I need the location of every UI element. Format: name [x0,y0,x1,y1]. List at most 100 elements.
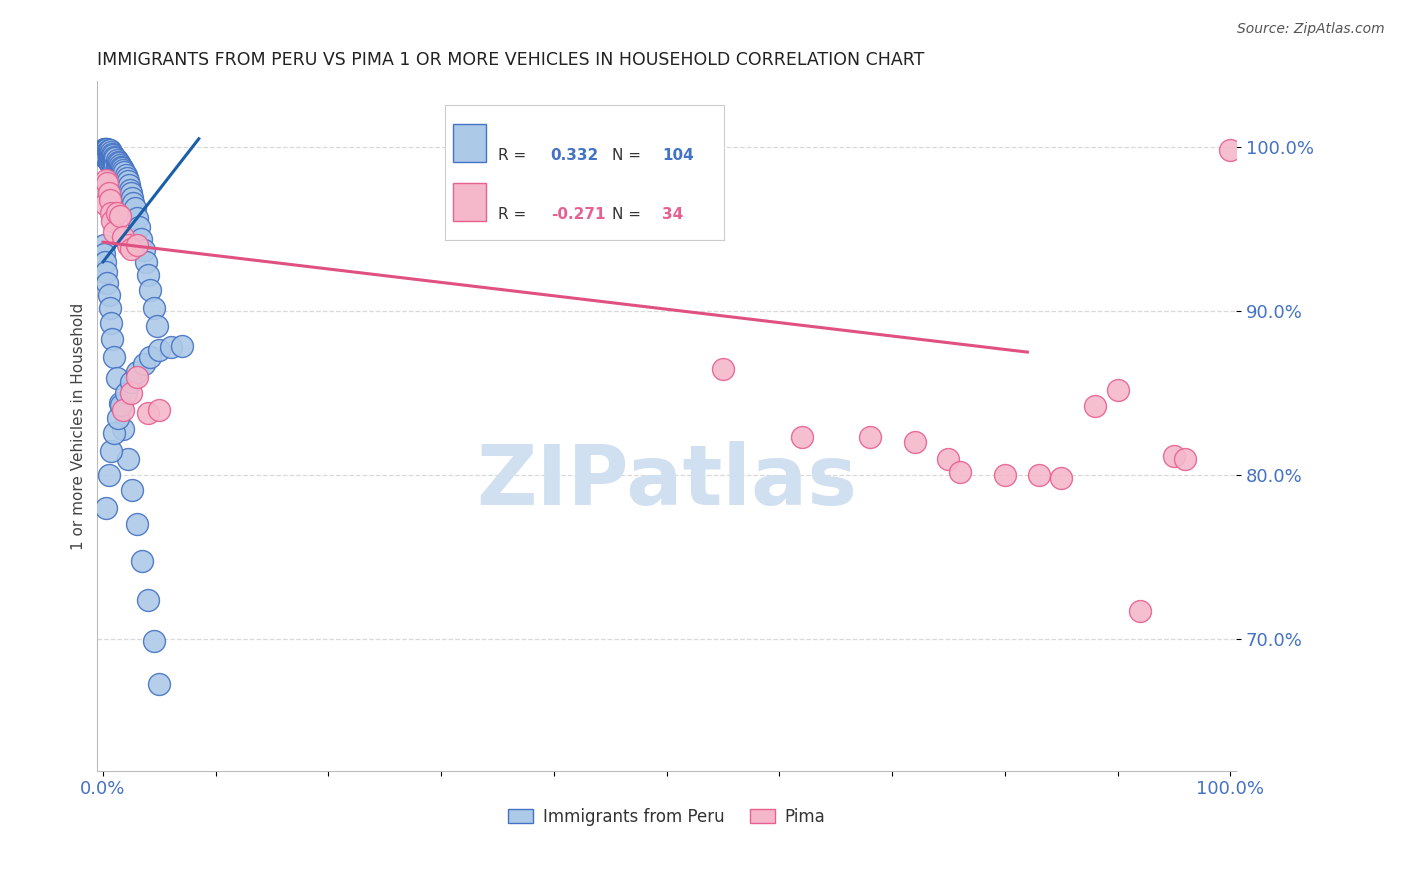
Point [1129,604,1152,618]
Point [148,402,170,417]
Point [101,146,124,161]
Point [96,142,118,156]
Point [105,205,128,219]
Point [96,173,118,187]
Point [94,197,117,211]
Point [101,148,124,162]
Point [1028,468,1050,483]
Point [104,158,127,172]
Point [112,164,135,178]
Point [97,150,120,164]
Point [132,357,155,371]
Point [105,153,128,168]
Point [117,451,139,466]
Point [120,386,142,401]
Y-axis label: 1 or more Vehicles in Household: 1 or more Vehicles in Household [72,302,86,549]
Point [101,152,124,166]
Point [142,634,165,648]
Point [93,246,115,260]
Point [125,365,148,379]
Point [98,156,121,170]
Point [104,152,127,166]
Point [97,468,120,483]
Text: IMMIGRANTS FROM PERU VS PIMA 1 OR MORE VEHICLES IN HOUSEHOLD CORRELATION CHART: IMMIGRANTS FROM PERU VS PIMA 1 OR MORE V… [97,51,925,69]
Point [101,156,124,170]
Point [938,451,960,466]
Point [110,166,132,180]
Point [105,371,128,385]
Point [98,301,121,315]
Point [108,209,131,223]
Point [96,176,118,190]
Point [1050,471,1073,485]
Point [904,435,927,450]
Point [98,193,121,207]
Point [96,501,118,516]
Point [136,268,159,282]
Point [136,406,159,420]
Point [96,142,118,156]
Point [148,343,170,358]
Point [131,553,153,567]
Point [139,350,162,364]
Point [125,517,148,532]
Point [1107,383,1129,397]
Point [100,145,122,159]
Point [107,156,129,170]
Point [858,430,880,444]
Point [122,195,145,210]
Point [98,143,121,157]
Point [108,396,131,410]
Point [100,205,122,219]
Point [100,316,122,330]
Point [135,255,157,269]
Text: ZIPatlas: ZIPatlas [477,441,858,522]
Point [142,301,165,315]
Point [120,186,142,200]
Point [103,425,125,440]
Point [96,152,118,166]
Point [97,146,120,161]
Point [94,255,117,269]
Point [136,593,159,607]
Point [120,375,142,389]
Point [1174,451,1197,466]
Point [117,174,139,188]
Point [100,150,122,164]
Point [107,161,129,176]
Point [148,676,170,690]
Point [93,142,115,156]
Point [101,158,124,172]
Point [125,238,148,252]
Point [96,152,118,166]
Point [100,154,122,169]
Point [96,145,118,159]
Point [101,214,124,228]
Point [108,164,131,178]
Point [118,178,141,192]
Point [139,283,162,297]
Point [170,338,193,352]
Point [94,142,117,156]
Point [118,183,141,197]
Legend: Immigrants from Peru, Pima: Immigrants from Peru, Pima [502,801,832,832]
Point [124,201,146,215]
Point [103,160,125,174]
Point [96,265,118,279]
Point [101,332,124,346]
Point [131,232,153,246]
Point [97,143,120,157]
Point [994,468,1017,483]
Point [112,169,135,184]
Point [114,168,136,182]
Point [96,148,118,162]
Point [110,398,132,412]
Point [120,242,142,256]
Point [96,145,118,159]
Point [105,160,128,174]
Point [146,318,169,333]
Point [101,153,124,168]
Point [132,244,155,258]
Point [112,422,135,436]
Point [790,430,813,444]
